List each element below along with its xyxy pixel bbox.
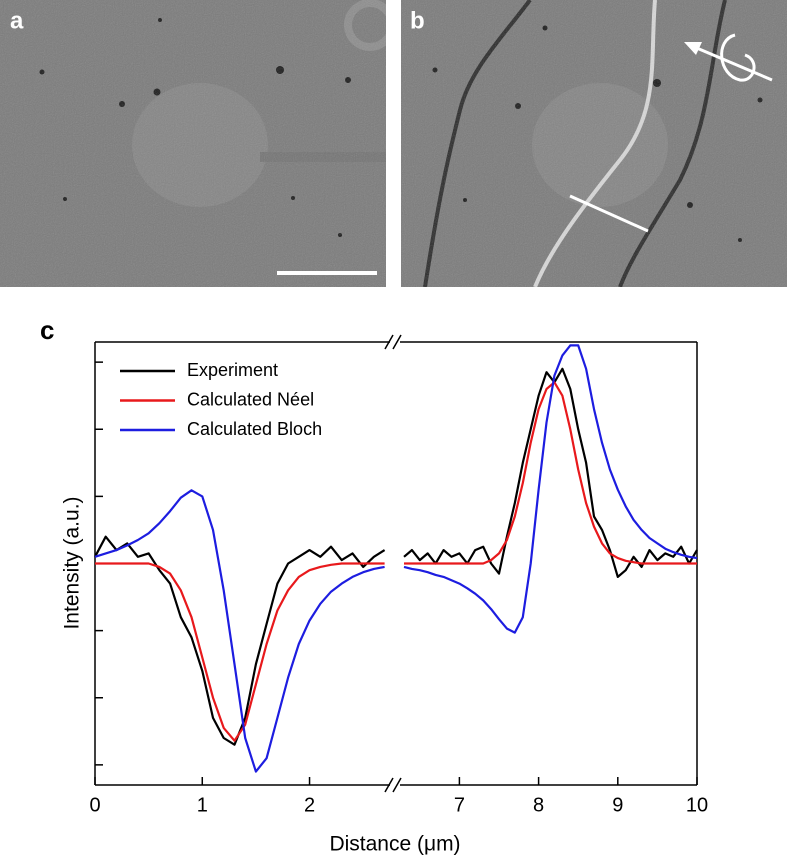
series-line bbox=[403, 344, 698, 634]
y-axis-label: Intensity (a.u.) bbox=[61, 496, 84, 629]
legend-label: Calculated Néel bbox=[187, 389, 314, 409]
series-line bbox=[404, 381, 697, 565]
panel-label: b bbox=[410, 7, 425, 34]
panel-label: c bbox=[40, 315, 54, 345]
x-axis-label: Distance (μm) bbox=[329, 833, 460, 856]
axis-break bbox=[384, 777, 394, 793]
plot: 0 1 2 7 8 9 10 Experiment Calculated Néel Calcula… bbox=[89, 334, 708, 816]
axis-break bbox=[384, 334, 394, 350]
legend-label: Calculated Bloch bbox=[187, 419, 322, 439]
x-tick-label: 7 bbox=[454, 794, 465, 816]
x-tick-label: 1 bbox=[197, 794, 208, 816]
x-tick-label: 2 bbox=[304, 794, 315, 816]
x-tick-label: 10 bbox=[686, 794, 708, 816]
series-line bbox=[94, 489, 385, 773]
axis-break bbox=[392, 334, 402, 350]
image-a bbox=[0, 0, 386, 287]
x-tick-label: 8 bbox=[533, 794, 544, 816]
image-b bbox=[401, 0, 787, 287]
axis-break bbox=[392, 777, 402, 793]
legend-label: Experiment bbox=[187, 360, 278, 380]
series-line bbox=[403, 367, 698, 578]
x-tick-label: 9 bbox=[612, 794, 623, 816]
series-line bbox=[94, 535, 386, 746]
panel-label: a bbox=[10, 7, 24, 34]
x-tick-label: 0 bbox=[89, 794, 100, 816]
series-line bbox=[95, 562, 385, 742]
